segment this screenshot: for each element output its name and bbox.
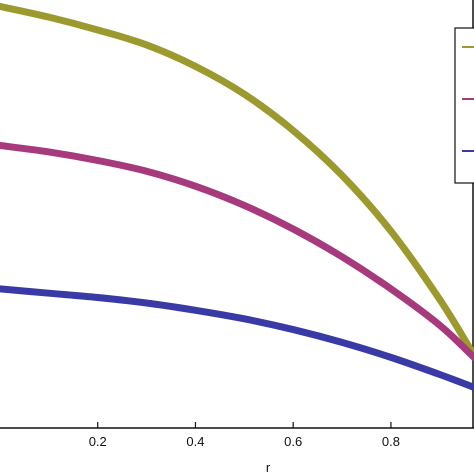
- legend: [454, 27, 474, 184]
- x-axis-ticks: 0.2 0.4 0.6 0.8: [89, 422, 400, 449]
- series-lines: [0, 2, 474, 391]
- legend-box: [454, 27, 474, 184]
- x-tick-label: 0.6: [284, 434, 302, 449]
- x-tick-label: 0.2: [89, 434, 107, 449]
- x-axis-label: r: [266, 460, 271, 474]
- legend-items: [462, 46, 474, 152]
- series-line-3: [0, 285, 474, 391]
- x-tick-label: 0.4: [186, 434, 204, 449]
- series-line-2: [0, 142, 474, 361]
- series-line-1: [0, 2, 474, 359]
- x-tick-label: 0.8: [382, 434, 400, 449]
